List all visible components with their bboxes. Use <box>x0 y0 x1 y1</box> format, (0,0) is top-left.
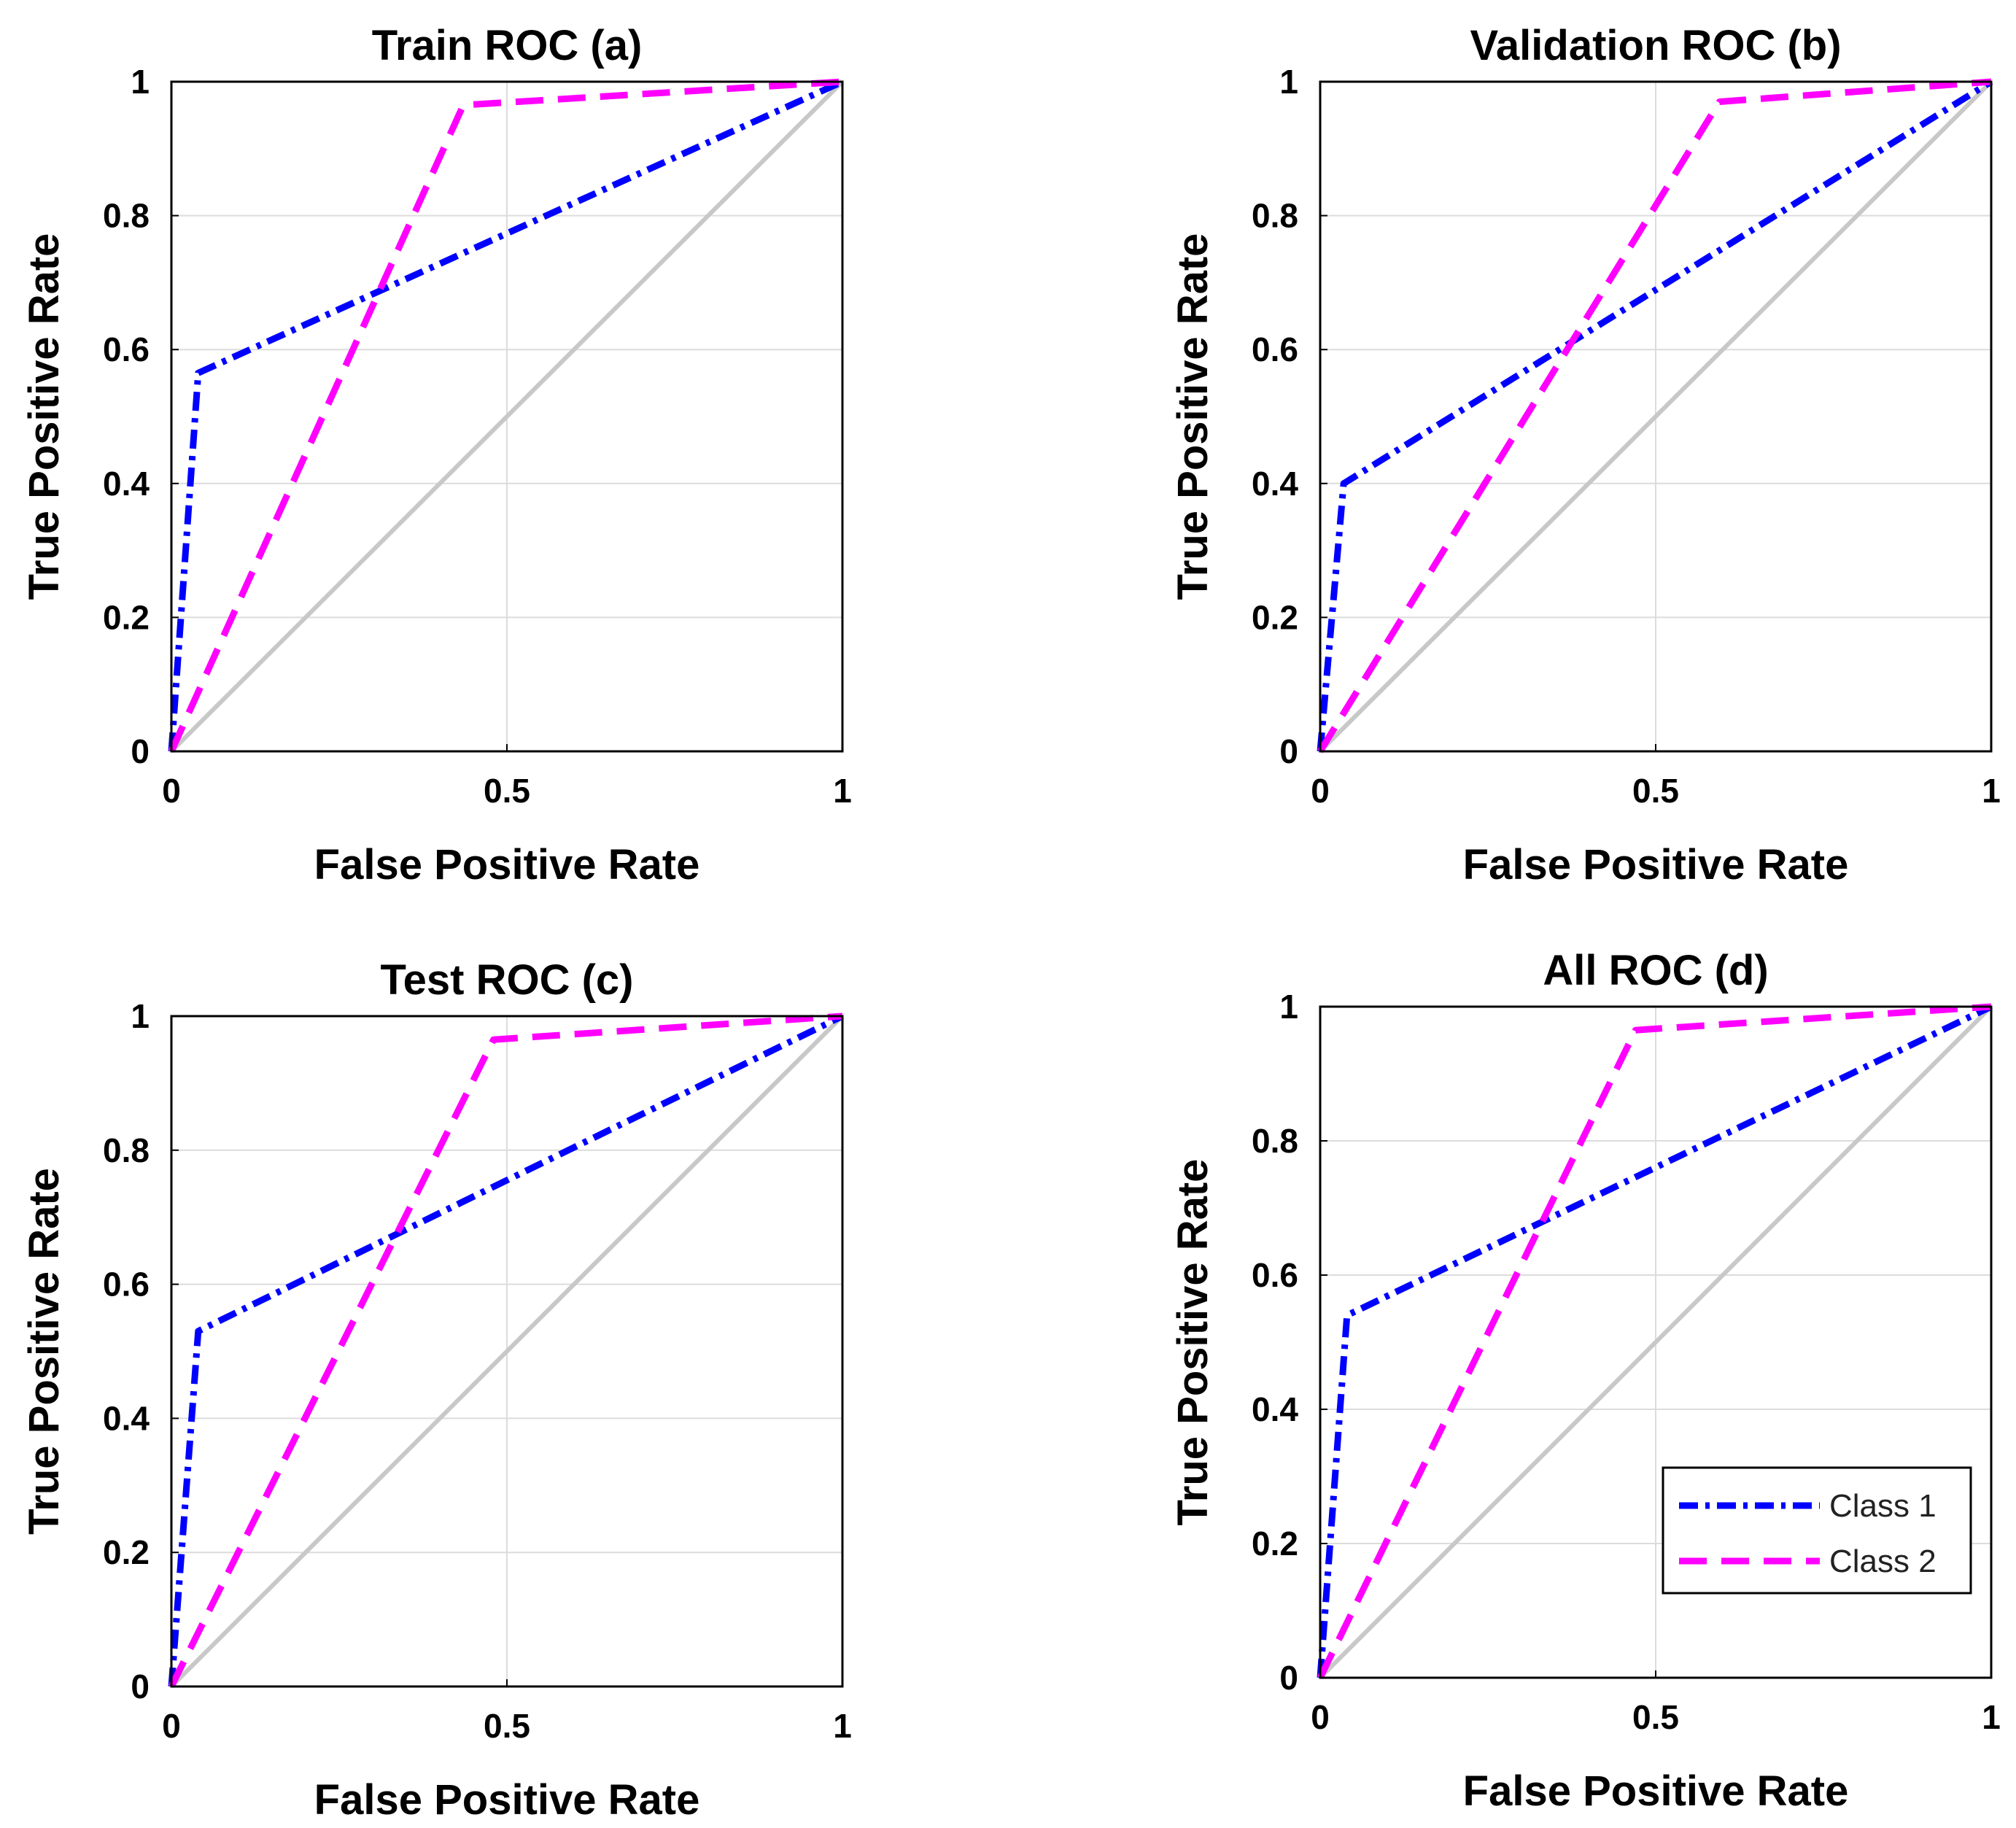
roc-panel-2: 0 0.5 1 0 0.2 0.4 0.6 0.8 1 Validation ROC (b) Fal… <box>1169 22 2001 888</box>
y-tick-label: 0.4 <box>103 465 150 503</box>
chart-title: All ROC (d) <box>1543 947 1768 994</box>
y-tick-label: 0.2 <box>103 598 150 636</box>
chart-title: Test ROC (c) <box>381 956 634 1004</box>
series-line-class-2 <box>1317 78 1992 754</box>
x-tick-label: 1 <box>1982 1698 2001 1736</box>
series-line-class-2 <box>168 78 843 753</box>
x-axis-label: False Positive Rate <box>1463 1767 1849 1815</box>
roc-panel-4: 0 0.5 1 0 0.2 0.4 0.6 0.8 1 All ROC (d) False Posi… <box>1169 947 2001 1815</box>
series-line-chance <box>169 1014 845 1689</box>
roc-panel-1: 0 0.5 1 0 0.2 0.4 0.6 0.8 1 Train ROC (a) False Po… <box>20 22 852 888</box>
legend-label: Class 1 <box>1829 1488 1936 1524</box>
y-tick-label: 0 <box>131 1668 150 1705</box>
series-line-chance <box>169 80 845 754</box>
x-axis-label: False Positive Rate <box>1463 841 1849 888</box>
y-axis-label: True Positive Rate <box>20 1168 68 1535</box>
legend-box <box>1662 1466 1972 1595</box>
y-tick-label: 0.6 <box>1252 330 1298 368</box>
x-tick-label: 0 <box>1311 772 1330 810</box>
y-tick-label: 0.2 <box>103 1533 150 1571</box>
x-tick-label: 0 <box>1311 1698 1330 1736</box>
series-line-class-1 <box>168 1012 844 1687</box>
y-tick-label: 0 <box>1279 1659 1298 1697</box>
legend: Class 1 Class 2 <box>1662 1466 1972 1595</box>
y-tick-label: 0.4 <box>1252 465 1298 503</box>
y-tick-label: 1 <box>131 63 150 101</box>
y-tick-label: 0.4 <box>103 1399 150 1437</box>
y-tick-label: 0.8 <box>103 1131 150 1169</box>
y-tick-label: 0.6 <box>1252 1256 1298 1294</box>
legend-label: Class 2 <box>1829 1544 1936 1579</box>
chart-title: Validation ROC (b) <box>1470 22 1841 69</box>
series-line-class-1 <box>1317 79 1993 752</box>
series-line-class-1 <box>1317 1003 1993 1678</box>
y-tick-label: 1 <box>131 997 150 1035</box>
chart-title: Train ROC (a) <box>372 22 643 69</box>
x-tick-label: 0 <box>162 1707 181 1745</box>
y-axis-label: True Positive Rate <box>1169 233 1217 600</box>
y-tick-label: 0.2 <box>1252 598 1298 636</box>
y-tick-label: 0.8 <box>103 197 150 235</box>
y-tick-label: 0.4 <box>1252 1390 1298 1428</box>
x-tick-label: 0.5 <box>484 1707 530 1745</box>
x-tick-label: 0.5 <box>1632 1698 1679 1736</box>
series-line-chance <box>1318 80 1993 754</box>
y-tick-label: 1 <box>1279 988 1298 1026</box>
x-axis-label: False Positive Rate <box>314 841 700 888</box>
y-tick-label: 0.6 <box>103 1266 150 1304</box>
roc-panel-3: 0 0.5 1 0 0.2 0.4 0.6 0.8 1 Test ROC (c) False Pos… <box>20 956 852 1824</box>
x-tick-label: 1 <box>833 1707 852 1745</box>
x-tick-label: 0.5 <box>484 772 530 810</box>
x-tick-label: 1 <box>833 772 852 810</box>
y-tick-label: 0.2 <box>1252 1525 1298 1562</box>
y-tick-label: 0 <box>131 732 150 770</box>
series-line-chance <box>1318 1004 1993 1680</box>
y-tick-label: 0.8 <box>1252 1122 1298 1160</box>
y-tick-label: 1 <box>1279 63 1298 101</box>
x-tick-label: 0 <box>162 772 181 810</box>
series-line-class-1 <box>168 78 844 752</box>
series-line-class-2 <box>168 1012 843 1689</box>
y-axis-label: True Positive Rate <box>20 233 68 600</box>
y-axis-label: True Positive Rate <box>1169 1159 1217 1526</box>
x-axis-label: False Positive Rate <box>314 1776 700 1824</box>
y-tick-label: 0.8 <box>1252 197 1298 235</box>
y-tick-label: 0.6 <box>103 330 150 368</box>
x-tick-label: 1 <box>1982 772 2001 810</box>
series-line-class-2 <box>1317 1003 1992 1679</box>
y-tick-label: 0 <box>1279 732 1298 770</box>
x-tick-label: 0.5 <box>1632 772 1679 810</box>
